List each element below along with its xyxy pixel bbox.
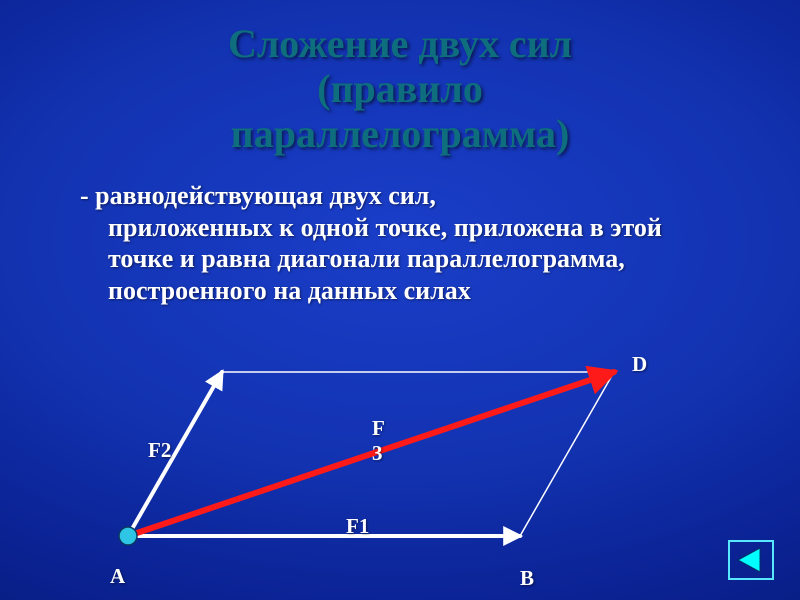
label-D: D — [632, 352, 647, 377]
body-lead: - равнодействующая двух сил, — [80, 180, 720, 212]
parallelogram-diagram: A B D F1 F2 F 3 — [90, 348, 710, 588]
label-A: A — [110, 564, 125, 589]
label-F1: F1 — [346, 514, 369, 539]
label-B: B — [520, 566, 534, 591]
prev-slide-button[interactable] — [728, 540, 774, 580]
title-line-3: параллелограмма) — [0, 112, 800, 157]
body-text: - равнодействующая двух сил, приложенных… — [108, 180, 720, 307]
label-F2: F2 — [148, 438, 171, 463]
diagram-svg — [90, 348, 710, 588]
slide-title: Сложение двух сил (правило параллелограм… — [0, 22, 800, 156]
label-F3: F 3 — [372, 416, 385, 466]
body-rest: приложенных к одной точке, приложена в э… — [108, 212, 720, 307]
title-line-2: (правило — [0, 67, 800, 112]
slide-root: Сложение двух сил (правило параллелограм… — [0, 0, 800, 600]
title-line-1: Сложение двух сил — [0, 22, 800, 67]
back-arrow-icon — [728, 540, 774, 580]
